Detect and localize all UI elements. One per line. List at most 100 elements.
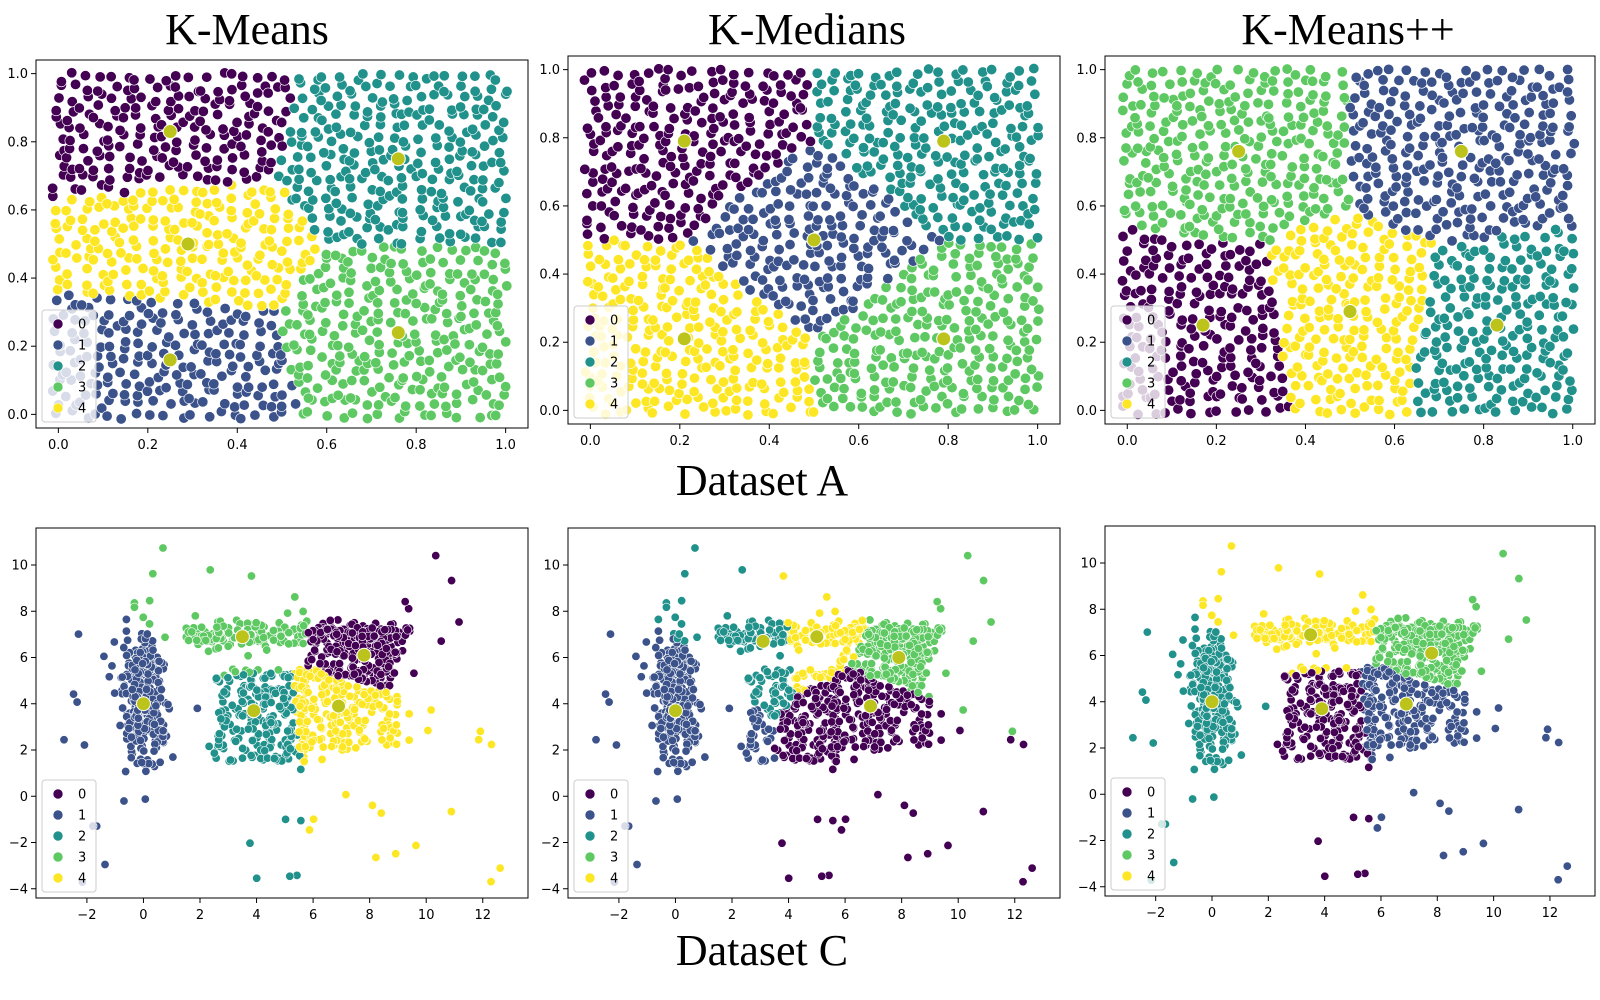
data-point [145,619,155,629]
data-point [1211,371,1223,383]
data-point [930,402,942,414]
data-point [360,80,372,92]
data-point [744,245,756,257]
data-point [476,215,488,227]
legend-label: 2 [610,356,618,371]
data-point [1285,170,1297,182]
data-point [863,262,875,274]
data-point [744,284,756,296]
data-point [956,358,968,370]
data-point [1401,171,1413,183]
data-point [103,340,115,352]
data-point [928,380,940,392]
data-point [895,114,907,126]
data-point [1478,99,1490,111]
data-point [498,207,510,219]
data-point [1414,100,1426,112]
data-point [225,205,237,217]
data-point [249,409,261,421]
x-tick-label: 0.0 [48,438,69,453]
data-point [109,216,121,228]
data-point [239,287,251,299]
data-point [1198,179,1210,191]
data-point [276,116,288,128]
data-point [1027,295,1039,307]
data-point [1498,212,1510,224]
data-point [187,252,199,264]
data-point [133,713,143,723]
data-point [999,143,1011,155]
data-point [1033,303,1045,315]
data-point [1456,241,1468,253]
x-tick-label: 0.0 [580,434,601,449]
data-point [1266,296,1278,308]
data-point [1430,223,1442,235]
legend-label: 2 [78,360,86,375]
data-point [385,258,397,270]
row-label-dataset-c: Dataset C [676,926,848,975]
data-point [1013,233,1025,245]
data-point [162,256,174,268]
data-point [757,235,769,247]
data-point [226,84,238,96]
data-point [227,360,239,372]
data-point [205,565,215,575]
data-point [1001,230,1013,242]
data-point [483,94,495,106]
data-point [130,665,140,675]
data-point [592,112,604,124]
data-point [649,395,661,407]
data-point [1470,70,1482,82]
data-point [1563,121,1575,133]
data-point [243,724,253,734]
data-point [914,163,926,175]
data-point [972,89,984,101]
data-point [1265,370,1277,382]
data-point [156,685,166,695]
data-point [905,171,917,183]
data-point [219,687,229,697]
data-point [171,136,183,148]
data-point [1384,409,1396,421]
data-point [922,82,934,94]
data-point [1002,374,1014,386]
data-point [347,628,357,638]
data-point [1509,233,1521,245]
data-point [690,263,702,275]
data-point [1471,86,1483,98]
data-point [124,151,136,163]
data-point [1166,241,1178,253]
data-point [143,376,155,388]
legend-label: 0 [78,318,86,333]
data-point [1317,151,1329,163]
data-point [586,84,598,96]
data-point [1439,331,1451,343]
data-point [1492,294,1504,306]
data-point [1193,238,1205,250]
data-point [403,625,413,635]
data-point [486,877,496,887]
data-point [137,757,147,767]
data-point [460,245,472,257]
data-point [673,285,685,297]
data-point [802,210,814,222]
data-point [225,755,235,765]
data-point [295,717,305,727]
data-point [150,96,162,108]
data-point [1000,180,1012,192]
data-point [135,91,147,103]
data-point [317,754,327,764]
data-point [375,681,385,691]
data-point [1028,63,1040,75]
data-point [374,185,386,197]
data-point [411,269,423,281]
data-point [875,326,887,338]
data-point [61,268,73,280]
data-point [1118,155,1130,167]
data-point [479,140,491,152]
data-point [118,187,130,199]
data-point [1276,150,1288,162]
data-point [653,233,665,245]
data-point [1210,405,1222,417]
data-point [924,364,936,376]
